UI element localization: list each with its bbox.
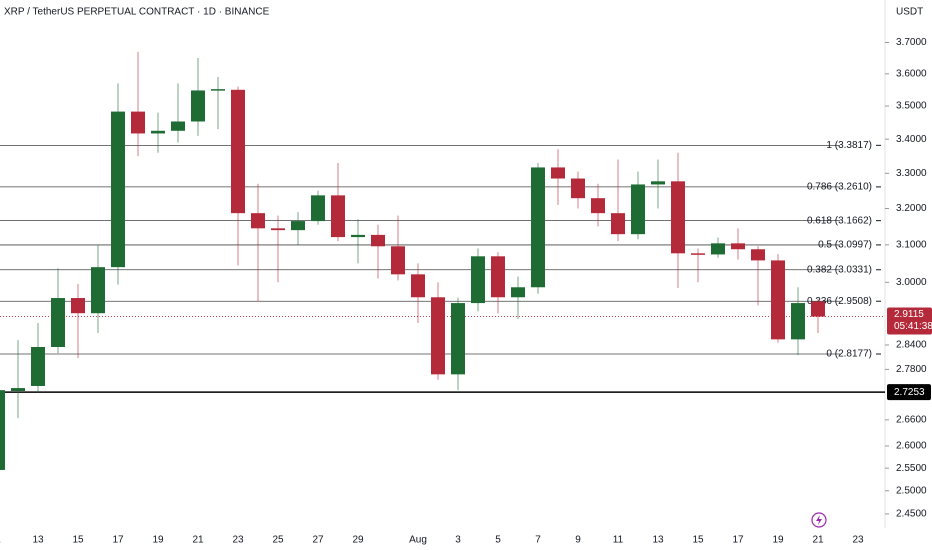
x-tick-label: 9 (575, 535, 581, 546)
y-tick-label: 3.5000 (896, 101, 927, 112)
candle-body (731, 243, 745, 250)
y-tick-label: 2.7800 (896, 364, 927, 375)
x-tick-label: 3 (455, 535, 461, 546)
fib-label: 1 (3.3817) (826, 140, 872, 151)
y-tick-label: 2.8400 (896, 340, 927, 351)
fib-label: 0.786 (3.2610) (807, 182, 872, 193)
candle-body (351, 234, 365, 238)
candle-body (331, 195, 345, 238)
candle-body (491, 256, 505, 298)
x-tick-label: 21 (812, 535, 824, 546)
x-tick-label: 7 (535, 535, 541, 546)
chart-title: XRP / TetherUS PERPETUAL CONTRACT · 1D ·… (4, 7, 270, 18)
candle-body (391, 246, 405, 275)
x-tick-label: Aug (409, 535, 427, 546)
candle-body (151, 130, 165, 134)
fib-label: 0 (2.8177) (826, 349, 872, 360)
fib-label: 0.236 (2.9508) (807, 296, 872, 307)
countdown: 05:41:38 (894, 321, 932, 332)
candle-body (51, 298, 65, 347)
candle-body (191, 90, 205, 122)
candle-body (611, 213, 625, 235)
y-tick-label: 2.6000 (896, 441, 927, 452)
candle-body (671, 181, 685, 254)
support-label: 2.7253 (894, 387, 925, 398)
x-tick-label: 21 (192, 535, 204, 546)
candle-body (411, 274, 425, 298)
candle-body (771, 260, 785, 340)
alert-icon[interactable] (811, 512, 827, 528)
candle-body (131, 111, 145, 134)
y-tick-label: 2.5500 (896, 463, 927, 474)
last-price-tag (887, 307, 932, 335)
candle-body (711, 243, 725, 255)
x-tick-label: 15 (72, 535, 84, 546)
candle-body (471, 256, 485, 304)
candle-body (291, 221, 305, 231)
candle-body (431, 297, 445, 375)
x-tick-label: 17 (732, 535, 744, 546)
y-tick-label: 3.6000 (896, 68, 927, 79)
candle-body (0, 390, 5, 470)
candle-body (591, 198, 605, 214)
y-unit: USDT (896, 7, 923, 18)
y-tick-label: 3.0000 (896, 277, 927, 288)
y-tick-label: 3.2000 (896, 203, 927, 214)
y-tick-label: 2.5000 (896, 485, 927, 496)
candle-body (531, 167, 545, 288)
candle-body (751, 249, 765, 261)
candle-body (371, 234, 385, 247)
x-tick-label: 13 (652, 535, 664, 546)
candle-body (171, 121, 185, 131)
y-tick-label: 3.1000 (896, 239, 927, 250)
fib-label: 0.618 (3.1662) (807, 215, 872, 226)
y-tick-label: 2.4500 (896, 509, 927, 520)
candle-body (651, 181, 665, 185)
candle-body (571, 178, 585, 199)
candle-body (31, 346, 45, 386)
candle-body (211, 89, 225, 91)
x-tick-label: 19 (772, 535, 784, 546)
candle-body (631, 184, 645, 235)
candle-body (11, 388, 25, 391)
candle-body (511, 287, 525, 298)
last-price-label: 2.9115 (894, 309, 924, 320)
y-tick-label: 3.7000 (896, 37, 927, 48)
x-tick-label: 17 (112, 535, 124, 546)
x-tick-label: 29 (352, 535, 364, 546)
fib-label: 0.5 (3.0997) (818, 240, 872, 251)
candle-body (71, 298, 85, 314)
x-tick-label: 25 (272, 535, 284, 546)
x-tick-label: 11 (613, 535, 624, 546)
x-tick-label: 1 (0, 535, 1, 546)
candle-body (231, 89, 245, 214)
candle-body (111, 111, 125, 268)
x-tick-label: 23 (232, 535, 244, 546)
candle-body (451, 303, 465, 375)
x-tick-label: 15 (692, 535, 704, 546)
candle-body (311, 195, 325, 222)
support-tag (887, 384, 931, 401)
fib-label: 0.382 (3.0331) (807, 264, 872, 275)
candle-body (251, 213, 265, 229)
x-tick-label: 13 (32, 535, 44, 546)
candle-body (551, 167, 565, 179)
x-tick-label: 23 (852, 535, 864, 546)
x-tick-label: 27 (312, 535, 324, 546)
y-tick-label: 3.3000 (896, 168, 927, 179)
candle-body (691, 253, 705, 255)
y-tick-label: 3.4000 (896, 134, 927, 145)
candle-body (271, 228, 285, 231)
candle-body (811, 301, 825, 317)
x-tick-label: 5 (495, 535, 501, 546)
candle-body (791, 303, 805, 340)
y-tick-label: 2.6600 (896, 415, 927, 426)
x-tick-label: 19 (152, 535, 164, 546)
candle-body (91, 267, 105, 314)
